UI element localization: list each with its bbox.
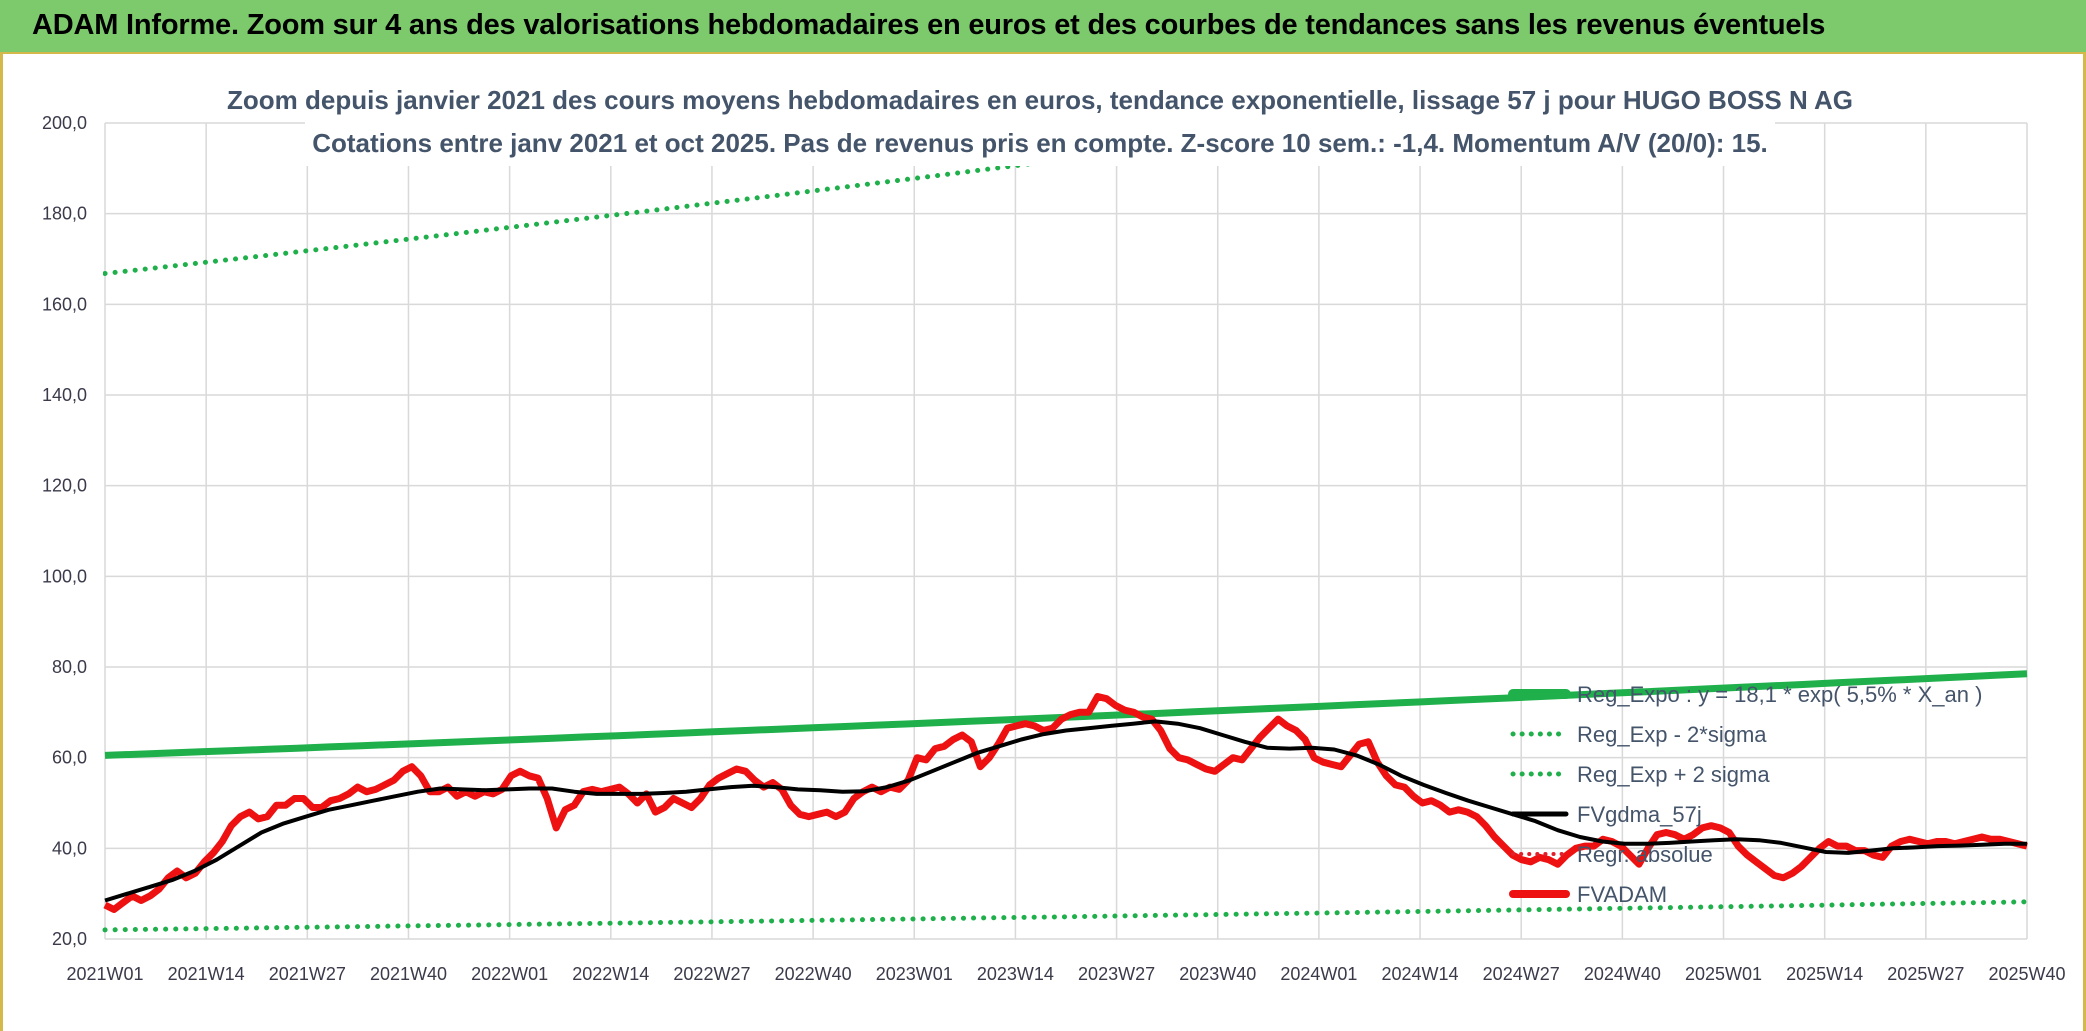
title-area: Zoom depuis janvier 2021 des cours moyen… [227, 80, 1853, 166]
x-tick-label: 2025W27 [1887, 964, 1964, 984]
x-tick-label: 2021W14 [168, 964, 245, 984]
x-tick-label: 2021W01 [66, 964, 143, 984]
series-fvgdma-57j [104, 719, 2027, 903]
report-banner: ADAM Informe. Zoom sur 4 ans des valoris… [0, 0, 2086, 54]
y-tick-label: 20,0 [52, 929, 87, 949]
x-tick-label: 2024W27 [1483, 964, 1560, 984]
x-tick-label: 2022W27 [673, 964, 750, 984]
chart-title: Zoom depuis janvier 2021 des cours moyen… [227, 85, 1853, 115]
x-tick-label: 2022W14 [572, 964, 649, 984]
y-tick-label: 40,0 [52, 838, 87, 858]
x-tick-label: 2025W01 [1685, 964, 1762, 984]
y-tick-label: 200,0 [42, 113, 87, 133]
y-tick-label: 180,0 [42, 204, 87, 224]
x-tick-label: 2023W14 [977, 964, 1054, 984]
y-tick-label: 140,0 [42, 385, 87, 405]
legend-label: Reg_Expo : y = 18,1 * exp( 5,5% * X_an ) [1577, 682, 1982, 707]
legend: Reg_Expo : y = 18,1 * exp( 5,5% * X_an )… [1508, 682, 1982, 907]
series-reg-exp-minus-2sigma [102, 899, 2030, 933]
y-tick-label: 60,0 [52, 748, 87, 768]
grid [104, 122, 2028, 940]
chart-frame [0, 54, 2086, 1031]
x-tick-label: 2022W40 [775, 964, 852, 984]
x-tick-label: 2023W40 [1179, 964, 1256, 984]
x-tick-label: 2025W40 [1988, 964, 2065, 984]
title-background [305, 80, 1775, 166]
y-tick-label: 100,0 [42, 566, 87, 586]
legend-label: FVgdma_57j [1577, 802, 1702, 827]
x-tick-label: 2024W01 [1280, 964, 1357, 984]
series-fvadam [103, 693, 2028, 913]
chart-subtitle: Cotations entre janv 2021 et oct 2025. P… [312, 128, 1768, 158]
y-axis: 20,0 40,0 60,0 80,0 100,0 120,0 140,0 160,0 180,… [42, 113, 87, 949]
x-tick-label: 2025W14 [1786, 964, 1863, 984]
y-tick-label: 80,0 [52, 657, 87, 677]
x-axis: 2021W01 2021W14 2021W27 2021W40 2022W01 2022W… [66, 964, 2065, 984]
x-tick-label: 2021W40 [370, 964, 447, 984]
x-tick-label: 2024W14 [1382, 964, 1459, 984]
legend-label: Reg_Exp - 2*sigma [1577, 722, 1767, 747]
legend-label: Reg_Exp + 2 sigma [1577, 762, 1770, 787]
x-tick-label: 2024W40 [1584, 964, 1661, 984]
x-tick-label: 2023W01 [876, 964, 953, 984]
y-tick-label: 120,0 [42, 476, 87, 496]
legend-label: Regr. absolue [1577, 842, 1713, 867]
y-tick-label: 160,0 [42, 294, 87, 314]
report-title: ADAM Informe. Zoom sur 4 ans des valoris… [32, 9, 1826, 41]
x-tick-label: 2022W01 [471, 964, 548, 984]
x-tick-label: 2023W27 [1078, 964, 1155, 984]
x-tick-label: 2021W27 [269, 964, 346, 984]
legend-label: FVADAM [1577, 882, 1667, 907]
